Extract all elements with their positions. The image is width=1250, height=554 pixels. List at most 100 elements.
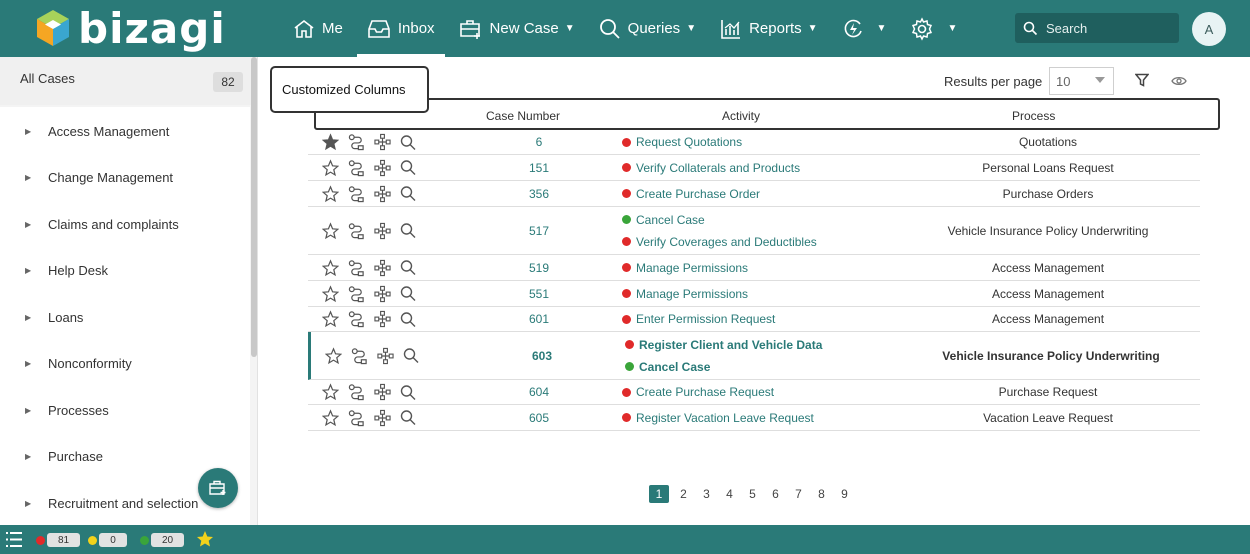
sidebar-item-claims[interactable]: ▶ Claims and complaints — [0, 209, 250, 239]
view-details-search-icon[interactable] — [400, 134, 416, 150]
column-header-case-number[interactable]: Case Number — [486, 109, 561, 123]
favorite-star-icon[interactable] — [322, 185, 339, 202]
nav-queries[interactable]: Queries ▼ — [589, 0, 706, 57]
new-case-fab-button[interactable] — [198, 468, 238, 508]
workflow-icon[interactable] — [374, 383, 391, 401]
page-6-button[interactable]: 6 — [772, 487, 779, 501]
activity-link[interactable]: Verify Coverages and Deductibles — [622, 231, 817, 253]
route-icon[interactable] — [348, 159, 365, 176]
avatar[interactable]: A — [1192, 12, 1226, 46]
search-input[interactable]: Search — [1015, 13, 1179, 43]
table-row[interactable]: 605 Register Vacation Leave Request Vacati… — [308, 405, 1200, 431]
page-8-button[interactable]: 8 — [818, 487, 825, 501]
nav-reports[interactable]: Reports ▼ — [710, 0, 827, 57]
overdue-stat[interactable]: 81 — [36, 533, 80, 547]
route-icon[interactable] — [348, 409, 365, 426]
favorite-star-icon[interactable] — [322, 159, 339, 176]
page-2-button[interactable]: 2 — [680, 487, 687, 501]
view-details-search-icon[interactable] — [400, 286, 416, 302]
favorites-star-icon[interactable] — [196, 530, 214, 548]
activity-link[interactable]: Register Vacation Leave Request — [622, 407, 814, 429]
sidebar-item-recruitment[interactable]: ▶ Recruitment and selection — [0, 488, 250, 518]
table-row[interactable]: 519 Manage Permissions Access Management — [308, 255, 1200, 281]
favorite-star-icon[interactable] — [322, 133, 339, 151]
view-details-search-icon[interactable] — [400, 384, 416, 400]
activity-link[interactable]: Enter Permission Request — [622, 308, 775, 330]
bizagi-logo[interactable]: bizagi — [36, 4, 226, 53]
table-row[interactable]: 356 Create Purchase Order Purchase Orders — [308, 181, 1200, 207]
activity-link[interactable]: Verify Collaterals and Products — [622, 157, 800, 179]
page-3-button[interactable]: 3 — [703, 487, 710, 501]
view-details-search-icon[interactable] — [400, 160, 416, 176]
favorite-star-icon[interactable] — [322, 285, 339, 302]
sidebar-scrollbar[interactable] — [251, 57, 257, 357]
favorite-star-icon[interactable] — [322, 222, 339, 239]
view-details-search-icon[interactable] — [400, 260, 416, 276]
case-number-link[interactable]: 356 — [528, 186, 550, 201]
results-per-page-select[interactable]: 10 — [1049, 67, 1114, 95]
nav-new-case[interactable]: New Case ▼ — [449, 0, 585, 57]
sidebar-item-help-desk[interactable]: ▶ Help Desk — [0, 255, 250, 285]
sidebar-item-access-management[interactable]: ▶ Access Management — [0, 116, 250, 146]
sidebar-item-loans[interactable]: ▶ Loans — [0, 302, 250, 332]
activity-link[interactable]: Create Purchase Order — [622, 183, 760, 205]
view-details-search-icon[interactable] — [400, 186, 416, 202]
activity-link[interactable]: Manage Permissions — [622, 257, 748, 279]
workflow-icon[interactable] — [377, 347, 394, 364]
route-icon[interactable] — [348, 384, 365, 401]
table-row[interactable]: 601 Enter Permission Request Access Manage… — [308, 307, 1200, 332]
page-5-button[interactable]: 5 — [749, 487, 756, 501]
route-icon[interactable] — [348, 222, 365, 239]
case-number-link[interactable]: 551 — [528, 286, 550, 301]
sidebar-item-purchase[interactable]: ▶ Purchase — [0, 441, 250, 471]
table-row[interactable]: 151 Verify Collaterals and Products Person… — [308, 155, 1200, 181]
workflow-icon[interactable] — [374, 409, 391, 426]
activity-link[interactable]: Create Purchase Request — [622, 381, 774, 403]
table-row[interactable]: 517 Cancel Case Verify Coverages and Deduc… — [308, 207, 1200, 255]
route-icon[interactable] — [348, 259, 365, 276]
case-number-link[interactable]: 6 — [535, 135, 543, 149]
favorite-star-icon[interactable] — [325, 347, 342, 364]
view-details-search-icon[interactable] — [403, 348, 419, 364]
sidebar-item-nonconformity[interactable]: ▶ Nonconformity — [0, 348, 250, 378]
table-row[interactable]: 604 Create Purchase Request Purchase Reque… — [308, 380, 1200, 405]
favorite-star-icon[interactable] — [322, 409, 339, 426]
column-header-activity[interactable]: Activity — [722, 109, 761, 123]
workflow-icon[interactable] — [374, 185, 391, 202]
column-header-process[interactable]: Process — [1012, 109, 1056, 123]
route-icon[interactable] — [348, 185, 365, 202]
case-number-link[interactable]: 601 — [528, 312, 550, 326]
favorite-star-icon[interactable] — [322, 383, 339, 401]
activity-link[interactable]: Manage Permissions — [622, 283, 748, 305]
view-details-search-icon[interactable] — [400, 311, 416, 327]
table-row[interactable]: 551 Manage Permissions Access Management — [308, 281, 1200, 307]
route-icon[interactable] — [351, 347, 368, 364]
workflow-icon[interactable] — [374, 222, 391, 239]
filter-icon[interactable] — [1135, 73, 1149, 87]
page-9-button[interactable]: 9 — [841, 487, 848, 501]
page-4-button[interactable]: 4 — [726, 487, 733, 501]
workflow-icon[interactable] — [374, 159, 391, 176]
favorite-star-icon[interactable] — [322, 310, 339, 328]
page-7-button[interactable]: 7 — [795, 487, 802, 501]
nav-settings[interactable]: ▼ — [900, 0, 967, 57]
view-details-search-icon[interactable] — [400, 410, 416, 426]
activity-link[interactable]: Request Quotations — [622, 131, 742, 153]
at-risk-stat[interactable]: 0 — [88, 533, 127, 547]
route-icon[interactable] — [348, 285, 365, 302]
case-number-link[interactable]: 603 — [531, 348, 553, 363]
view-details-search-icon[interactable] — [400, 223, 416, 239]
favorite-star-icon[interactable] — [322, 259, 339, 276]
workflow-icon[interactable] — [374, 310, 391, 328]
table-row[interactable]: 6 Request Quotations Quotations — [308, 130, 1200, 155]
page-1-button[interactable]: 1 — [649, 485, 669, 503]
nav-automation[interactable]: ▼ — [832, 0, 897, 57]
workflow-icon[interactable] — [374, 259, 391, 276]
sidebar-item-processes[interactable]: ▶ Processes — [0, 395, 250, 425]
case-number-link[interactable]: 517 — [528, 223, 550, 238]
list-menu-icon[interactable] — [5, 531, 23, 548]
nav-me[interactable]: Me — [283, 0, 353, 57]
sidebar-item-change-management[interactable]: ▶ Change Management — [0, 162, 250, 192]
case-number-link[interactable]: 605 — [528, 410, 550, 425]
on-time-stat[interactable]: 20 — [140, 533, 184, 547]
